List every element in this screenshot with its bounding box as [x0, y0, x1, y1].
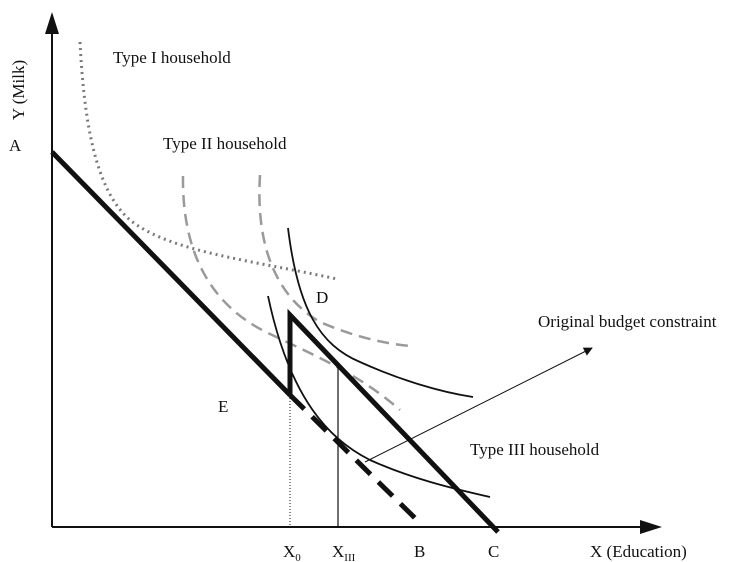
type1-indifference-curve [78, 41, 338, 281]
new-budget-constraint-kinked [287, 308, 500, 534]
type2-indifference-curve-1 [181, 175, 401, 411]
x0-label: X0 [283, 542, 301, 562]
point-b-label: B [414, 542, 425, 561]
point-c-label: C [488, 542, 499, 561]
original-budget-arrow [364, 347, 593, 463]
original-budget-dashed-E-B [288, 393, 422, 525]
xiii-label: XIII [332, 542, 356, 562]
type2-household-label: Type II household [163, 134, 287, 153]
type1-household-label: Type I household [113, 48, 231, 67]
budget-line-A-E [50, 150, 292, 397]
x-axis-label: X (Education) [590, 542, 687, 561]
y-axis-arrowhead [45, 12, 59, 34]
point-a-label: A [9, 136, 22, 155]
x-axis-arrowhead [640, 520, 662, 534]
type3-indifference-curve-1 [287, 227, 474, 398]
point-e-label: E [218, 397, 228, 416]
y-axis-label: Y (Milk) [9, 60, 28, 120]
type2-indifference-curve-2 [258, 174, 411, 348]
type3-household-label: Type III household [470, 440, 600, 459]
original-budget-label: Original budget constraint [538, 312, 717, 331]
point-d-label: D [316, 288, 328, 307]
